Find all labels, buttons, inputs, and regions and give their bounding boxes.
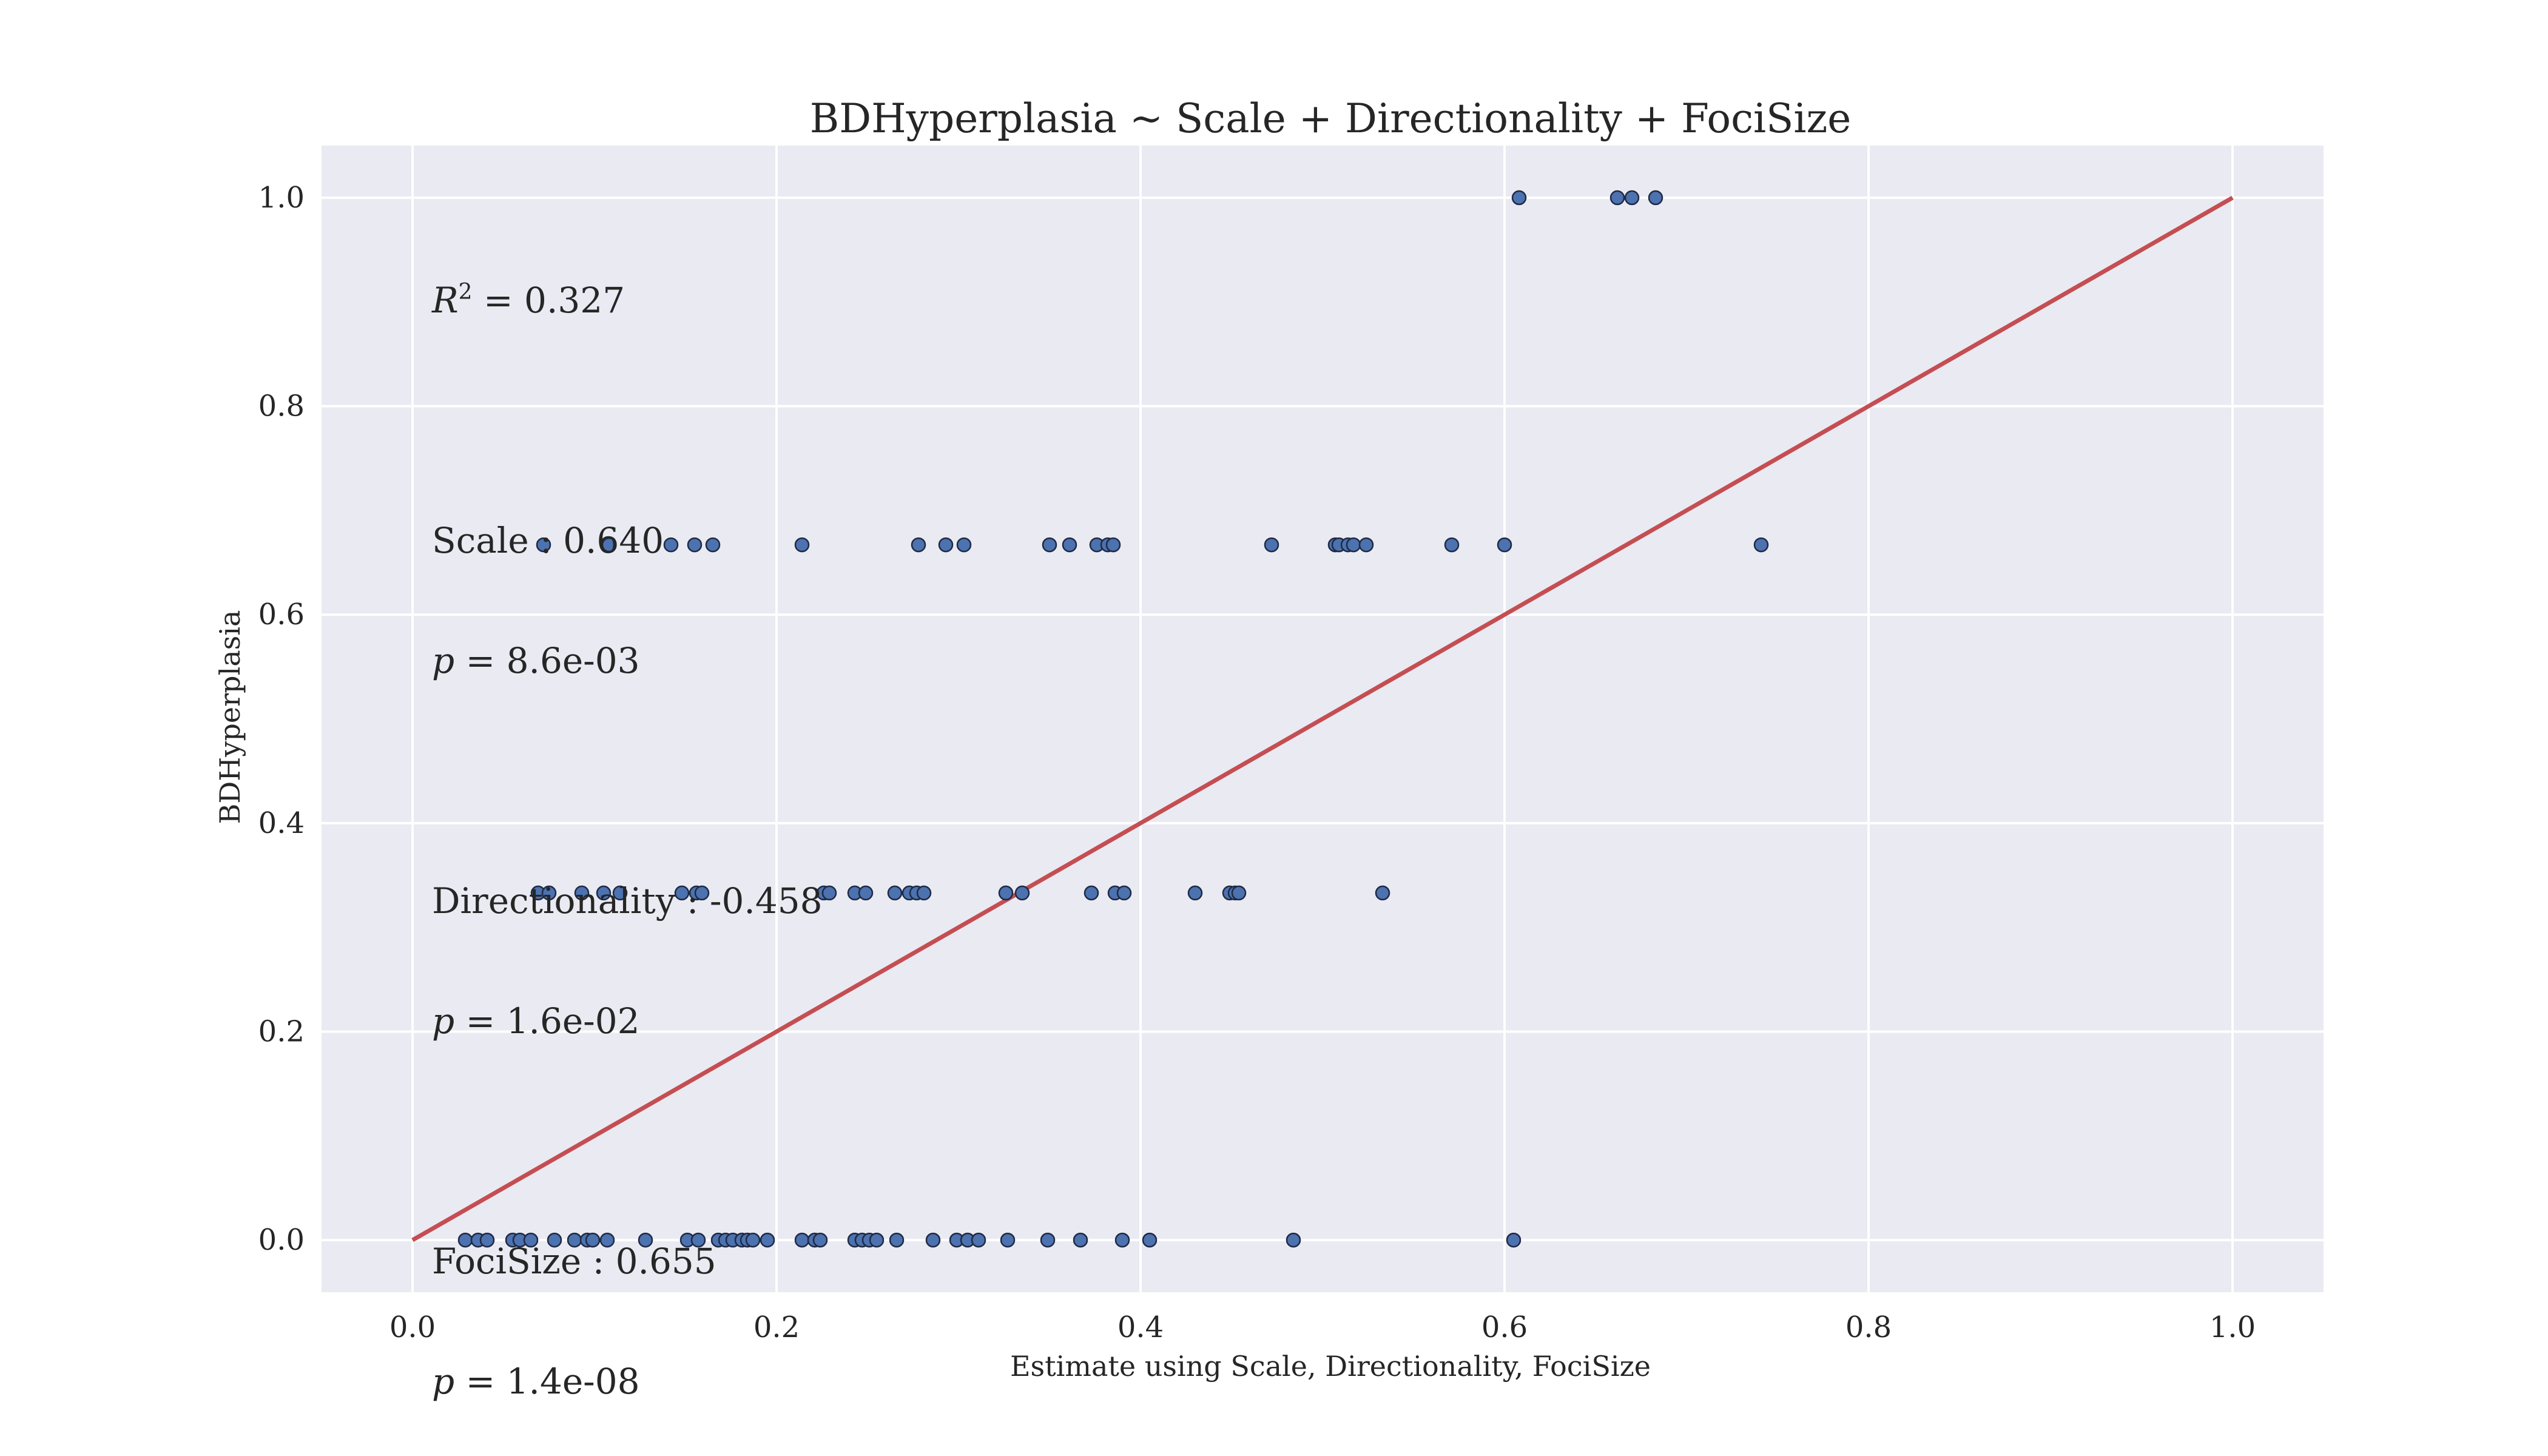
grid-lines [322, 146, 2324, 1292]
data-point [1511, 190, 1527, 206]
data-point [1014, 885, 1030, 901]
data-point [599, 1232, 615, 1248]
data-point [1073, 1232, 1088, 1248]
data-point [1264, 537, 1279, 553]
x-tick-label: 1.0 [2209, 1310, 2256, 1344]
data-point [1444, 537, 1460, 553]
data-point [887, 885, 903, 901]
data-point [1648, 190, 1663, 206]
data-point [889, 1232, 905, 1248]
data-point [1375, 885, 1390, 901]
scale-p-value: = 8.6e-03 [454, 640, 640, 681]
directionality-p-value: = 1.6e-02 [454, 1000, 640, 1042]
y-axis-label: BDHyperplasia [214, 610, 246, 824]
focisize-coefficient: FociSize : 0.655 [432, 1241, 716, 1282]
p-symbol: p [432, 640, 455, 681]
data-point [536, 537, 551, 553]
reference-line-layer [411, 195, 2234, 1242]
y-tick-label: 0.2 [258, 1014, 305, 1048]
focisize-p-value: = 1.4e-08 [454, 1361, 640, 1402]
data-point [1231, 885, 1247, 901]
data-point [858, 885, 874, 901]
data-point [690, 1232, 706, 1248]
data-point [812, 1232, 828, 1248]
data-point [674, 885, 690, 901]
data-point [794, 537, 810, 553]
data-point [1062, 537, 1077, 553]
regression-annotation: R2 = 0.327 Scale : 0.640 p = 8.6e-03 Dir… [432, 200, 823, 1441]
data-point [523, 1232, 539, 1248]
y-tick-label: 0.6 [258, 598, 305, 632]
scale-coefficient: Scale : 0.640 [432, 520, 664, 561]
data-point [1506, 1232, 1522, 1248]
data-point [745, 1232, 761, 1248]
x-tick-label: 0.8 [1845, 1310, 1892, 1344]
p-symbol: p [432, 1361, 455, 1402]
data-point [585, 1232, 601, 1248]
data-point [1753, 537, 1769, 553]
scale-p-value-line: p = 8.6e-03 [432, 641, 823, 681]
y-tick-label: 1.0 [258, 181, 305, 215]
data-point [1114, 1232, 1130, 1248]
y-tick-label: 0.4 [258, 806, 305, 840]
data-point [705, 537, 721, 553]
data-point [1346, 537, 1361, 553]
data-point [612, 885, 628, 901]
data-point [911, 537, 926, 553]
data-point [596, 885, 612, 901]
r-symbol: R [432, 280, 459, 321]
data-point [998, 885, 1014, 901]
data-point [821, 885, 837, 901]
x-tick-label: 0.4 [1117, 1310, 1164, 1344]
data-point [971, 1232, 986, 1248]
data-point [1609, 190, 1625, 206]
data-point [547, 1232, 562, 1248]
data-point [541, 885, 557, 901]
data-point [479, 1232, 495, 1248]
data-point [687, 537, 703, 553]
data-point [638, 1232, 653, 1248]
data-point [1142, 1232, 1158, 1248]
directionality-p-value-line: p = 1.6e-02 [432, 1001, 823, 1041]
y-tick-label: 0.8 [258, 389, 305, 423]
data-point [1105, 537, 1121, 553]
data-point [916, 885, 932, 901]
directionality-coefficient: Directionality : -0.458 [432, 880, 823, 922]
reference-line [411, 195, 2234, 1242]
data-point [925, 1232, 941, 1248]
data-point [663, 537, 679, 553]
data-point [694, 885, 710, 901]
data-point [574, 885, 590, 901]
r-squared-value: = 0.327 [472, 280, 625, 321]
data-points [457, 190, 1769, 1248]
x-axis-label: Estimate using Scale, Directionality, Fo… [1010, 1350, 1651, 1383]
data-point [1040, 1232, 1056, 1248]
data-point [1497, 537, 1512, 553]
p-symbol: p [432, 1000, 455, 1042]
tick-labels: 0.0 0.2 0.4 0.6 0.8 1.0 0.0 0.2 0.4 0.6 0.8 1.0 [258, 181, 2256, 1344]
focisize-p-value-line: p = 1.4e-08 [432, 1361, 823, 1401]
chart-title: BDHyperplasia ~ Scale + Directionality +… [810, 95, 1852, 142]
data-point [956, 537, 972, 553]
data-point [938, 537, 954, 553]
r-squared-line: R2 = 0.327 [432, 280, 823, 320]
data-point [1042, 537, 1057, 553]
data-point [1624, 190, 1640, 206]
data-point [1358, 537, 1374, 553]
x-tick-label: 0.6 [1481, 1310, 1528, 1344]
x-tick-label: 0.0 [389, 1310, 436, 1344]
data-point [601, 537, 617, 553]
r-squared-exponent: 2 [458, 280, 473, 305]
data-point [1187, 885, 1203, 901]
data-point [760, 1232, 775, 1248]
data-point [869, 1232, 885, 1248]
y-tick-label: 0.0 [258, 1223, 305, 1257]
data-point [1000, 1232, 1016, 1248]
x-tick-label: 0.2 [753, 1310, 800, 1344]
data-point [1286, 1232, 1301, 1248]
data-point [1084, 885, 1099, 901]
data-point [1116, 885, 1132, 901]
